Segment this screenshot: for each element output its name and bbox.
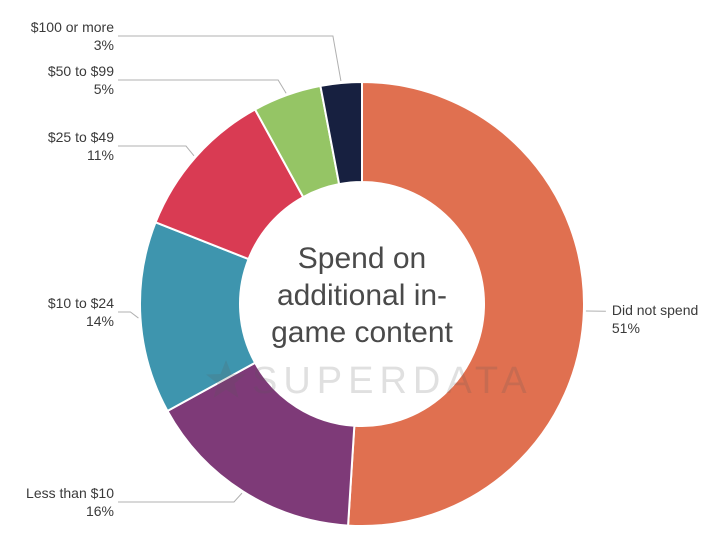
slice-label-5: $100 or more 3%	[31, 18, 114, 54]
leader-line-1	[118, 492, 243, 503]
chart-title: Spend on additional in-game content	[271, 242, 453, 349]
leader-line-4	[118, 79, 287, 94]
star-icon	[206, 360, 246, 398]
slice-name: $10 to $24	[47, 295, 114, 311]
slice-name: Did not spend	[611, 302, 699, 319]
watermark-text: SUPERDATA	[252, 360, 533, 402]
leader-line-3	[118, 145, 195, 157]
slice-5	[319, 80, 363, 186]
slice-name: $50 to $99	[47, 63, 114, 79]
slice-name: Less than $10	[26, 485, 114, 501]
slice-value: 14%	[85, 313, 114, 329]
slice-label-0: Did not spend 51%	[612, 301, 698, 337]
slice-label-2: $10 to $24 14%	[48, 294, 114, 330]
slice-label-4: $50 to $99 5%	[48, 62, 114, 98]
leader-line-2	[118, 311, 139, 319]
slice-value: 51%	[611, 320, 640, 337]
leader-line-5	[118, 35, 342, 82]
slice-name: $25 to $49	[47, 129, 114, 145]
slice-name: $100 or more	[30, 19, 114, 35]
slice-0	[347, 80, 585, 527]
slice-value: 11%	[87, 147, 114, 163]
slice-label-3: $25 to $49 11%	[48, 128, 114, 164]
slice-value: 3%	[93, 37, 114, 53]
slice-label-1: Less than $10 16%	[26, 484, 114, 520]
slice-value: 16%	[85, 503, 114, 519]
slice-value: 5%	[93, 81, 114, 97]
watermark: SUPERDATA	[204, 358, 534, 404]
